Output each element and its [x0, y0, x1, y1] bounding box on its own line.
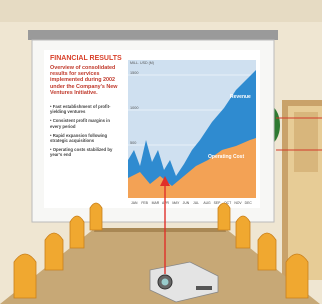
month-label: FEB — [141, 201, 148, 205]
bullet: • Operating costs stabilized by year's e… — [50, 147, 122, 157]
bullet: • Rapid expansion following strategic ac… — [50, 133, 122, 143]
screen-housing — [28, 30, 278, 40]
month-label: JAN — [131, 201, 138, 205]
ceiling — [0, 0, 322, 22]
month-label: NOV — [234, 201, 242, 205]
scene: MILL. USD (M) Revenue Operating Cost 150… — [0, 0, 322, 304]
month-label: SEP — [214, 201, 222, 205]
month-label: DEC — [245, 201, 253, 205]
month-label: JUL — [193, 201, 199, 205]
month-label: JUN — [183, 201, 190, 205]
month-label: APR — [162, 201, 170, 205]
chart-unit: MILL. USD (M) — [130, 61, 154, 65]
cost-label: Operating Cost — [208, 154, 244, 160]
bullet: • Fast establishment of profit-yielding … — [50, 104, 122, 114]
slide-intro: Overview of consolidated results for ser… — [50, 65, 122, 96]
y-tick-label: 1000 — [130, 106, 138, 110]
slide-title: FINANCIAL RESULTS — [50, 55, 122, 62]
month-label: MAY — [172, 201, 180, 205]
illustration: MILL. USD (M) Revenue Operating Cost 150… — [0, 0, 322, 304]
month-label: AUG — [203, 201, 211, 205]
revenue-label: Revenue — [230, 94, 251, 100]
y-tick-label: 500 — [130, 141, 136, 145]
table-edge — [94, 228, 226, 232]
y-tick-label: 1500 — [130, 71, 138, 75]
door-panel — [294, 112, 318, 172]
month-label: MAR — [152, 201, 160, 205]
slide-bullets: • Fast establishment of profit-yielding … — [50, 104, 122, 162]
bullet: • Consistent profit margins in every per… — [50, 118, 122, 128]
